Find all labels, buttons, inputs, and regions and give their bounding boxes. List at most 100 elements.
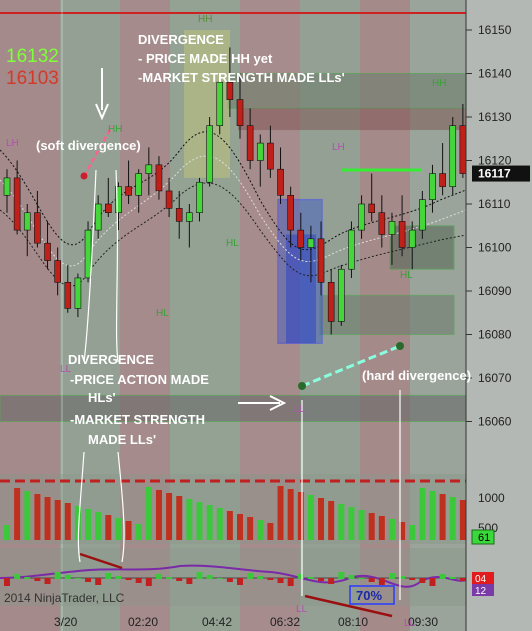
price-readout-up: 16132 [6, 46, 59, 67]
oscillator-bar-43 [439, 574, 446, 579]
swing-label-9: LL [294, 404, 306, 415]
volume-bar-4 [44, 497, 51, 540]
oscillator-bar-4 [44, 578, 51, 584]
volume-bar-16 [166, 493, 173, 540]
oscillator-bar-31 [318, 578, 325, 581]
oscillator-bar-6 [64, 575, 71, 579]
candle-body-30 [307, 238, 315, 248]
osc-tag-box-1 [472, 572, 494, 584]
oscillator-bar-7 [74, 578, 81, 579]
oscillator-bar-24 [247, 573, 254, 579]
candle-body-31 [317, 238, 325, 283]
divergence-bottom-line-1: -PRICE ACTION MADE [70, 372, 209, 387]
x-tick-label-2: 04:42 [202, 615, 232, 629]
down-arrow-annotation [95, 68, 109, 121]
oscillator-bar-26 [267, 578, 274, 580]
volume-bar-36 [368, 513, 375, 540]
y-tick-label-0: 16150 [478, 23, 512, 37]
oscillator-panel: 70% [0, 548, 467, 618]
swing-label-11: LL [404, 618, 416, 629]
candle-body-2 [23, 212, 31, 231]
volume-bar-23 [237, 514, 243, 540]
osc-tag-label-1: 04 [475, 574, 487, 585]
oscillator-bar-40 [409, 578, 416, 580]
candle-body-7 [74, 277, 82, 309]
volume-bar-26 [267, 523, 274, 540]
volume-bar-24 [247, 517, 254, 540]
candle-body-41 [419, 199, 426, 231]
candle-body-24 [246, 125, 254, 161]
annotation-drawings [77, 68, 422, 600]
oscillator-bar-20 [206, 575, 213, 579]
hard-divergence-label: (hard divergence) [362, 368, 471, 383]
connector-left-2 [115, 169, 119, 363]
soft-divergence-point [80, 172, 88, 180]
candle-body-5 [54, 260, 61, 283]
candle-body-25 [256, 142, 264, 161]
hard-divergence-point-b [396, 342, 404, 350]
candle-body-32 [327, 281, 335, 322]
candle-body-36 [368, 203, 375, 213]
swing-label-1: HH [108, 124, 122, 135]
volume-bar-25 [257, 520, 264, 540]
oscillator-bar-1 [14, 574, 21, 579]
divergence-top-line-2: -MARKET STRENGTH MADE LLs' [138, 70, 345, 85]
last-price-box [472, 165, 530, 182]
grid-lines [61, 0, 472, 631]
axis-background [466, 0, 532, 631]
y-tick-label-8: 16070 [478, 371, 512, 385]
oscillator-bar-42 [429, 578, 436, 586]
candle-body-8 [84, 229, 92, 279]
divergence-bottom-line-4: MADE LLs' [88, 432, 156, 447]
candle-body-39 [398, 221, 406, 248]
divergence-bottom-line-2: HLs' [88, 390, 116, 405]
price-readout-down: 16103 [6, 68, 59, 89]
osc-divergence-line-1 [79, 552, 123, 570]
candle-body-13 [135, 173, 142, 196]
volume-bar-38 [388, 519, 395, 540]
oscillator-bar-23 [237, 578, 243, 585]
oscillator-level-box [349, 585, 395, 605]
right-arrow-annotation [238, 395, 287, 411]
divergence-top-line-0: DIVERGENCE [138, 32, 224, 47]
oscillator-level-label: 70% [356, 588, 382, 603]
x-tick-label-3: 06:32 [270, 615, 300, 629]
x-tick-label-0: 3/20 [54, 615, 78, 629]
candle-body-19 [196, 181, 203, 214]
divergence-bottom-line-3: -MARKET STRENGTH [70, 412, 205, 427]
volume-bar-15 [155, 490, 162, 540]
swing-label-7: HL [400, 270, 413, 281]
y-tick-label-3: 16120 [478, 154, 512, 168]
volume-bar-22 [226, 511, 233, 540]
volume-bar-6 [64, 503, 71, 540]
volume-tag-label: 61 [478, 532, 490, 544]
volume-bar-32 [328, 501, 335, 540]
candle-body-28 [287, 195, 294, 231]
candle-body-12 [125, 186, 132, 196]
swing-label-5: HL [226, 238, 239, 249]
oscillator-bar-19 [196, 572, 203, 579]
swing-label-0: HH [198, 14, 212, 25]
volume-bar-1 [14, 488, 21, 540]
volume-bar-10 [105, 515, 112, 540]
oscillator-bar-36 [368, 578, 375, 582]
candle-body-27 [277, 168, 284, 196]
volume-bar-30 [307, 495, 314, 540]
candle-body-16 [165, 190, 173, 209]
volume-bar-13 [135, 524, 142, 540]
x-tick-label-4: 08:10 [338, 615, 368, 629]
volume-bar-2 [24, 491, 31, 540]
volume-bar-39 [399, 522, 406, 540]
oscillator-bar-18 [186, 578, 193, 584]
volume-tick-label-0: 1000 [478, 491, 505, 505]
connector-left-1 [83, 169, 97, 363]
oscillator-line [0, 564, 467, 588]
volume-bar-37 [378, 516, 385, 540]
osc-tag-label-2: 12 [475, 586, 487, 597]
watermark: 2014 NinjaTrader, LLC [4, 591, 125, 605]
oscillator-bar-29 [297, 574, 304, 579]
oscillator-bar-11 [115, 576, 122, 579]
y-tick-label-2: 16130 [478, 110, 512, 124]
candle-body-18 [186, 212, 193, 222]
